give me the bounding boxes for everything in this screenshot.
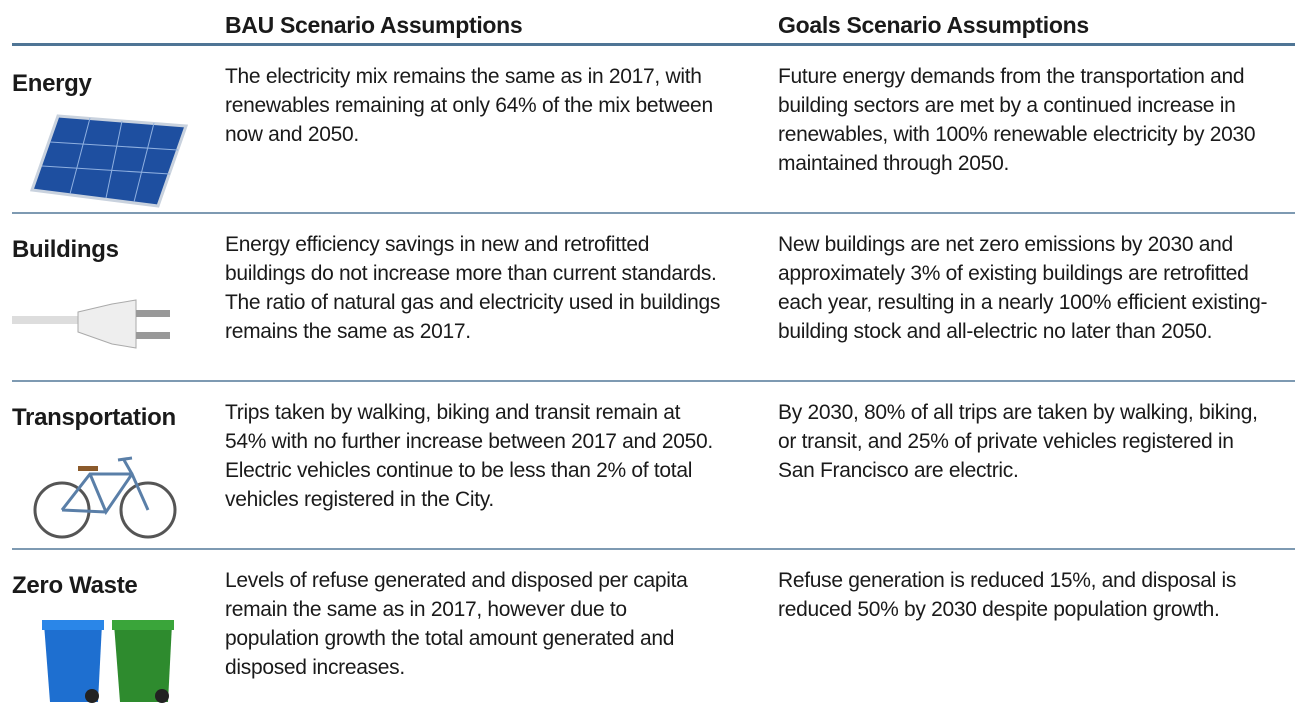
row-label: Zero Waste	[12, 572, 138, 599]
goals-text: Refuse generation is reduced 15%, and di…	[778, 569, 1237, 621]
row-rule	[12, 212, 1295, 214]
column-header: Goals Scenario Assumptions	[778, 12, 1089, 38]
bau-text: The electricity mix remains the same as …	[225, 65, 713, 146]
header-rule	[12, 43, 1295, 46]
bau-text: Levels of refuse generated and disposed …	[225, 569, 688, 679]
column-header: BAU Scenario Assumptions	[225, 12, 523, 38]
row-label: Transportation	[12, 404, 176, 431]
goals-text: Future energy demands from the transport…	[778, 65, 1256, 175]
bicycle-icon	[33, 456, 177, 539]
row-label: Buildings	[12, 236, 119, 263]
goals-text: New buildings are net zero emissions by …	[778, 233, 1268, 343]
bau-text: Trips taken by walking, biking and trans…	[225, 401, 713, 511]
bau-text: Energy efficiency savings in new and ret…	[225, 233, 721, 343]
solar-panel-icon	[30, 114, 189, 208]
row-label: Energy	[12, 70, 92, 97]
plug-icon	[12, 299, 170, 349]
row-rule	[12, 548, 1295, 550]
row-rule	[12, 380, 1295, 382]
bins-icon	[42, 620, 174, 703]
goals-text: By 2030, 80% of all trips are taken by w…	[778, 401, 1258, 482]
